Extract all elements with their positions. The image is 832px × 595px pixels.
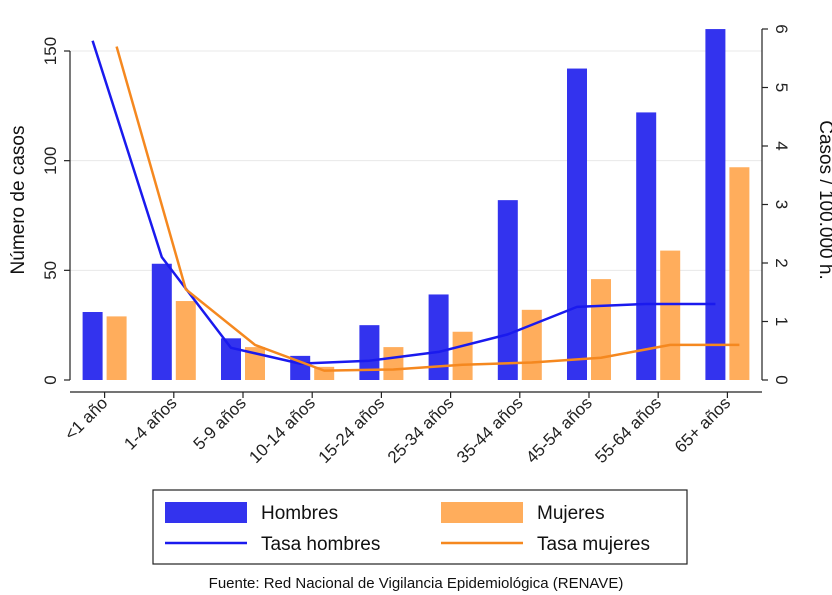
- y2-tick-label: 1: [772, 317, 791, 326]
- bar-hombres: [151, 263, 172, 380]
- legend-label-mujeres: Mujeres: [537, 503, 605, 524]
- source-note: Fuente: Red Nacional de Vigilancia Epide…: [209, 575, 624, 592]
- line-tasa-hombres: [91, 40, 716, 365]
- bar-mujeres: [729, 167, 750, 380]
- y2-tick-label: 5: [772, 83, 791, 92]
- x-tick-label: 35-44 años: [453, 393, 527, 467]
- bar-mujeres: [452, 331, 473, 380]
- legend: Hombres Mujeres Tasa hombres Tasa mujeres: [152, 489, 688, 565]
- bar-mujeres: [660, 250, 681, 380]
- y2-axis-title: Casos / 100.000 h.: [815, 120, 832, 280]
- bar-hombres: [636, 112, 657, 380]
- legend-label-hombres: Hombres: [261, 503, 338, 524]
- rate-lines: [91, 40, 740, 372]
- y-axis-title: Número de casos: [8, 126, 29, 275]
- bar-mujeres: [383, 347, 404, 380]
- legend-swatch-hombres: [165, 502, 247, 523]
- y2-tick-label: 2: [772, 258, 791, 267]
- bar-hombres: [705, 29, 726, 381]
- y-tick-label: 150: [41, 37, 60, 65]
- x-tick-label: 55-64 años: [591, 393, 665, 467]
- x-tick-label: 5-9 años: [190, 393, 250, 453]
- legend-box: [152, 489, 688, 565]
- bar-hombres: [428, 294, 449, 380]
- bar-mujeres: [591, 279, 611, 380]
- bar-hombres: [359, 325, 380, 380]
- x-tick-label: 65+ años: [671, 393, 734, 456]
- grid-lines: [70, 50, 762, 271]
- y2-tick-label: 3: [772, 200, 791, 209]
- x-tick-label: 25-34 años: [384, 393, 458, 467]
- x-tick-label: 45-54 años: [522, 393, 596, 467]
- y2-tick-label: 4: [772, 141, 791, 150]
- bars: [82, 29, 750, 381]
- bar-mujeres: [175, 301, 196, 380]
- y-tick-label: 50: [41, 261, 60, 280]
- y2-tick-label: 6: [772, 24, 791, 33]
- bar-mujeres: [521, 309, 542, 380]
- left-tick-labels: 0 50 100 150: [41, 37, 60, 385]
- y2-tick-label: 0: [772, 375, 791, 384]
- x-tick-label: 10-14 años: [245, 393, 319, 467]
- x-tick-label: <1 año: [61, 393, 112, 444]
- bar-hombres: [567, 68, 587, 381]
- x-tick-label: 1-4 años: [120, 393, 180, 453]
- y-tick-label: 0: [41, 375, 60, 384]
- bar-hombres: [497, 200, 518, 380]
- bar-hombres: [82, 312, 103, 380]
- y-tick-label: 100: [41, 146, 60, 174]
- bar-mujeres: [106, 316, 127, 380]
- legend-swatch-mujeres: [441, 502, 523, 523]
- line-tasa-mujeres: [115, 46, 740, 372]
- axes: [64, 28, 768, 398]
- bar-hombres: [221, 338, 241, 380]
- x-tick-label: 15-24 años: [315, 393, 389, 467]
- legend-label-tasa-hombres: Tasa hombres: [261, 534, 380, 555]
- right-tick-labels: 0 1 2 3 4 5 6: [772, 24, 791, 384]
- legend-label-tasa-mujeres: Tasa mujeres: [537, 534, 650, 555]
